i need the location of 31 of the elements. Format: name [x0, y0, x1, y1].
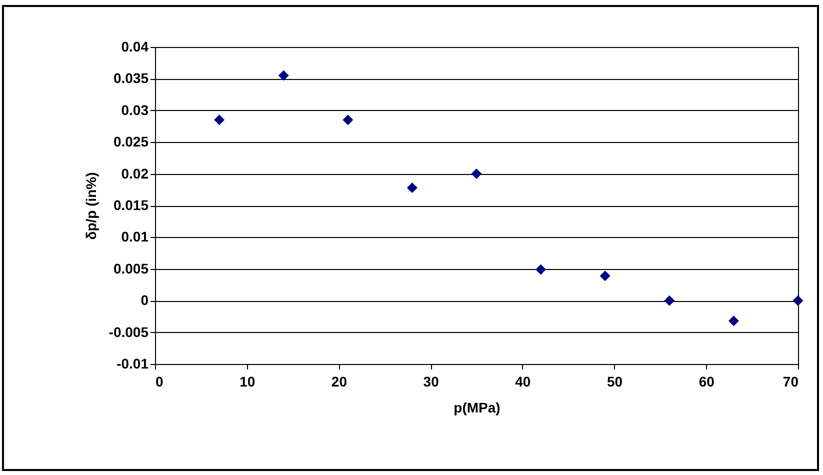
point: [664, 295, 675, 306]
point: [471, 168, 482, 180]
x-tick-label: 10: [240, 374, 256, 390]
x-axis-title: p(MPa): [454, 400, 500, 416]
x-tick-label: 0: [156, 374, 164, 390]
x-tick-label: 50: [606, 374, 623, 390]
point: [792, 295, 804, 306]
point: [278, 70, 289, 81]
x-tick-label: 60: [698, 374, 715, 390]
point: [342, 114, 354, 126]
y-tick-label: 0.035: [113, 70, 149, 86]
y-tick-label: -0.005: [108, 324, 149, 340]
point: [600, 270, 610, 282]
point: [536, 264, 546, 275]
point: [406, 182, 418, 193]
point: [728, 316, 739, 326]
point: [214, 114, 225, 126]
y-tick-label: 0.005: [113, 260, 149, 276]
y-axis-title: δp/p (in%): [82, 172, 99, 240]
y-tick-label: 0.03: [121, 102, 149, 118]
y-tick-label: 0.04: [121, 38, 149, 54]
x-tick-label: 20: [331, 374, 348, 390]
y-tick-label: -0.01: [116, 356, 149, 372]
y-tick-label: 0.02: [121, 165, 149, 182]
x-tick-label: 40: [515, 374, 531, 390]
y-tick-label: 0.015: [113, 197, 149, 213]
y-tick-label: 0.025: [113, 134, 149, 150]
x-tick-label: 70: [782, 374, 799, 390]
y-tick-label: 0: [140, 292, 149, 308]
x-tick-label: 30: [423, 374, 440, 390]
y-tick-label: 0.01: [121, 228, 149, 245]
